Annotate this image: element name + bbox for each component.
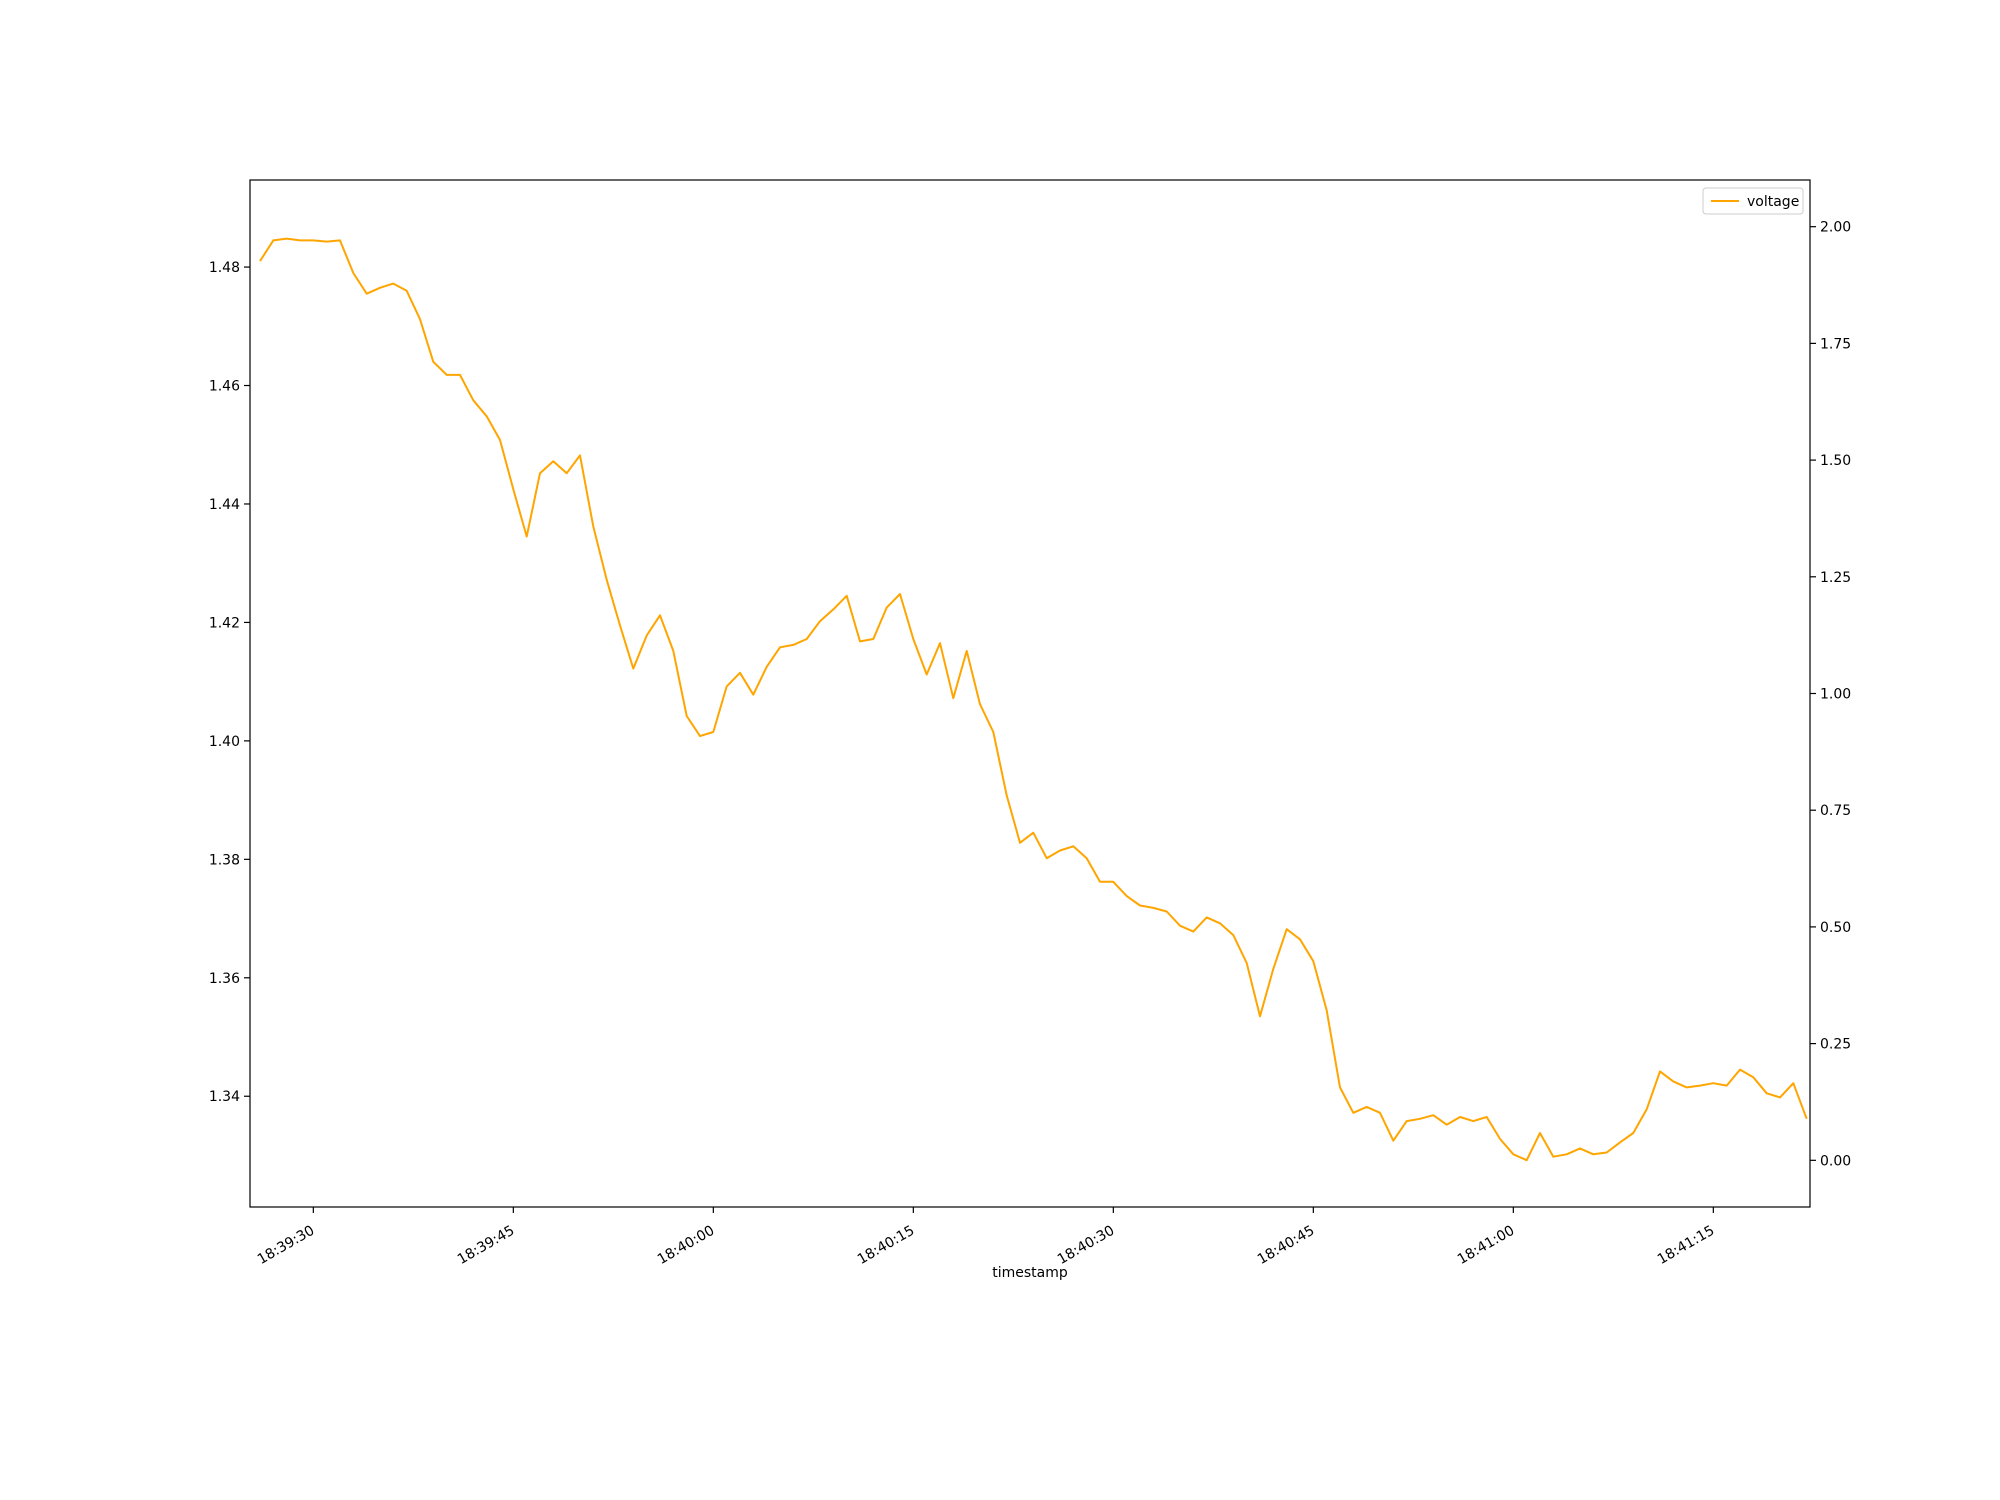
left-y-tick-label: 1.36 (209, 971, 240, 987)
right-y-tick-label: 0.75 (1820, 803, 1851, 819)
right-y-tick-label: 2.00 (1820, 220, 1851, 236)
right-y-tick-label: 0.25 (1820, 1037, 1851, 1053)
left-y-tick-label: 1.40 (209, 734, 240, 750)
legend-box (1702, 187, 1804, 215)
left-y-tick-label: 1.46 (209, 379, 240, 395)
right-y-axis: 0.00 0.25 0.50 0.75 1.00 1.25 1.50 1.75 2.00 (1810, 220, 1851, 1169)
left-y-tick-label: 1.34 (209, 1089, 240, 1105)
left-y-tick-label: 1.38 (209, 852, 240, 868)
right-y-tick-label: 0.00 (1820, 1153, 1851, 1169)
right-y-tick-label: 1.50 (1820, 453, 1851, 469)
right-y-tick-label: 1.25 (1820, 570, 1851, 586)
left-y-tick-label: 1.42 (209, 615, 240, 631)
right-y-tick-label: 1.00 (1820, 687, 1851, 703)
left-y-axis: 1.34 1.36 1.38 1.40 1.42 1.44 1.46 1.48 (209, 260, 250, 1105)
right-y-tick-label: 1.75 (1820, 336, 1851, 352)
legend-label-voltage: voltage (1747, 194, 1799, 210)
left-y-tick-label: 1.44 (209, 497, 240, 513)
right-y-tick-label: 0.50 (1820, 920, 1851, 936)
x-axis-title: timestamp (992, 1265, 1068, 1281)
voltage-series-line (259, 237, 1808, 1162)
left-y-tick-label: 1.48 (209, 260, 240, 276)
legend: voltage (1702, 187, 1804, 215)
